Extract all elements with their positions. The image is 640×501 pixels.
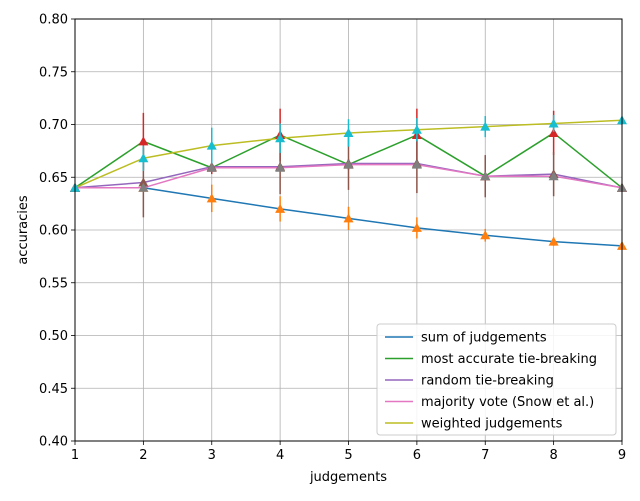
legend: sum of judgements most accurate tie-break…	[376, 323, 617, 436]
triangle-marker	[548, 171, 559, 181]
triangle-marker	[138, 136, 149, 146]
legend-box	[376, 323, 617, 436]
y-tick-label: 0.60	[39, 224, 68, 239]
x-tick-label: 1	[71, 448, 79, 463]
triangle-marker	[206, 162, 217, 172]
error-bar-layer	[70, 108, 627, 250]
legend-label: weighted judgements	[421, 417, 563, 432]
y-tick-label: 0.70	[39, 118, 68, 133]
legend-label: random tie-breaking	[421, 374, 554, 389]
triangle-marker	[548, 236, 559, 246]
y-tick-label: 0.45	[39, 382, 68, 397]
triangle-marker	[275, 162, 286, 172]
triangle-marker	[206, 193, 217, 203]
triangle-marker	[480, 121, 491, 131]
triangle-marker	[206, 140, 217, 150]
triangle-marker	[480, 171, 491, 181]
y-axis-label: accuracies	[16, 195, 31, 265]
x-axis-label: judgements	[309, 470, 387, 485]
triangle-marker	[411, 222, 422, 232]
y-tick-label: 0.55	[39, 276, 68, 291]
triangle-marker	[548, 127, 559, 137]
triangle-marker	[343, 127, 354, 137]
triangle-marker	[275, 203, 286, 213]
x-tick-label: 9	[618, 448, 626, 463]
y-tick-label: 0.65	[39, 171, 68, 186]
x-tick-label: 4	[276, 448, 284, 463]
x-tick-label: 8	[549, 448, 557, 463]
triangle-marker	[138, 177, 149, 187]
x-tick-label: 5	[344, 448, 352, 463]
y-tick-label: 0.40	[39, 435, 68, 450]
triangle-marker	[548, 118, 559, 128]
y-tick-label: 0.75	[39, 65, 68, 80]
triangle-marker	[480, 230, 491, 240]
axis-ticks: 1 2 3 4 5 6 7 8 9 0.40 0.45 0.50 0.55 0.60 0.65 0.70 0.7…	[39, 13, 626, 464]
triangle-marker	[343, 213, 354, 223]
triangle-marker	[138, 153, 149, 163]
x-tick-label: 2	[139, 448, 147, 463]
y-tick-label: 0.50	[39, 329, 68, 344]
x-tick-label: 6	[413, 448, 421, 463]
triangle-marker	[343, 159, 354, 169]
triangle-marker	[275, 133, 286, 143]
triangle-marker	[138, 182, 149, 192]
x-tick-label: 7	[481, 448, 489, 463]
y-tick-label: 0.80	[39, 13, 68, 28]
triangle-marker	[411, 159, 422, 169]
x-tick-label: 3	[208, 448, 216, 463]
legend-label: most accurate tie-breaking	[421, 352, 597, 367]
legend-label: majority vote (Snow et al.)	[421, 395, 594, 410]
legend-label: sum of judgements	[421, 331, 547, 346]
triangle-marker	[411, 124, 422, 134]
